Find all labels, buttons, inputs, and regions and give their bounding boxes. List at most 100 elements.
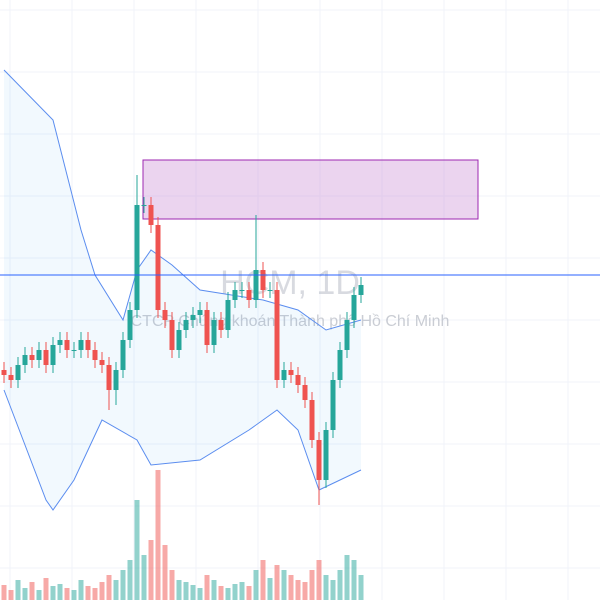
- volume-bar: [260, 560, 266, 600]
- candle-body: [204, 310, 210, 345]
- volume-bar: [309, 570, 315, 600]
- volume-bar: [344, 555, 350, 600]
- candle-body: [120, 340, 126, 370]
- volume-bar: [162, 545, 168, 600]
- volume-bar: [155, 470, 161, 600]
- volume-bar: [281, 570, 287, 600]
- volume-bar: [246, 586, 252, 600]
- candle-body: [113, 370, 119, 390]
- volume-bar: [22, 588, 28, 600]
- candle-body: [225, 300, 231, 330]
- volume-bar: [197, 588, 203, 600]
- band-line: [3, 69, 362, 331]
- band-fill: [4, 70, 361, 510]
- candle-body: [43, 350, 49, 365]
- candle-body: [295, 375, 301, 385]
- volume-bar: [337, 570, 343, 600]
- candle-body: [155, 225, 161, 310]
- candle-body: [106, 365, 112, 390]
- volume-bar: [57, 584, 63, 600]
- candle-body: [71, 350, 77, 351]
- volume-bar: [141, 555, 147, 600]
- volume-bar: [8, 590, 14, 600]
- candle-body: [29, 355, 35, 360]
- candle-body: [127, 310, 133, 340]
- volume-bar: [15, 580, 21, 600]
- volume-bar: [1, 585, 7, 600]
- candle-body: [344, 320, 350, 350]
- candle-body: [85, 340, 91, 350]
- volume-bar: [204, 575, 210, 600]
- candle-body: [358, 285, 364, 295]
- volume-bar: [190, 585, 196, 600]
- band-line: [3, 389, 362, 511]
- volume-bar: [169, 570, 175, 600]
- volume-bar: [43, 578, 49, 600]
- volume-bar: [302, 582, 308, 600]
- volume-bar: [134, 500, 140, 600]
- volume-bar: [288, 575, 294, 600]
- candle-body: [232, 290, 238, 300]
- candle-body: [302, 385, 308, 400]
- candle-body: [148, 205, 154, 225]
- volume-bar: [351, 560, 357, 600]
- volume-bar: [113, 580, 119, 600]
- candle-body: [78, 340, 84, 350]
- candle-body: [22, 355, 28, 365]
- volume-bar: [50, 586, 56, 600]
- volume-bar: [176, 580, 182, 600]
- candle-body: [288, 370, 294, 375]
- highlight-box: [142, 159, 479, 220]
- candle-body: [267, 290, 273, 291]
- candle-body: [99, 360, 105, 365]
- candle-body: [183, 320, 189, 330]
- candle-body: [190, 315, 196, 320]
- candle-body: [176, 330, 182, 350]
- candle-body: [246, 290, 252, 300]
- volume-bar: [183, 582, 189, 600]
- candle-body: [309, 400, 315, 440]
- volume-bar: [330, 580, 336, 600]
- volume-bar: [253, 570, 259, 600]
- candle-body: [141, 205, 147, 206]
- candle-body: [211, 320, 217, 345]
- candle-body: [330, 380, 336, 430]
- volume-bar: [29, 582, 35, 600]
- candle-body: [169, 320, 175, 350]
- candle-body: [323, 430, 329, 480]
- candle-body: [134, 205, 140, 310]
- volume-bar: [239, 582, 245, 600]
- candle-body: [337, 350, 343, 380]
- candle-body: [36, 350, 42, 360]
- volume-bar: [120, 570, 126, 600]
- volume-bar: [232, 584, 238, 600]
- candle-body: [8, 375, 14, 380]
- volume-bar: [274, 565, 280, 600]
- volume-bar: [267, 578, 273, 600]
- candle-body: [239, 290, 245, 291]
- candle-body: [92, 350, 98, 360]
- candle-body: [50, 345, 56, 365]
- candle-body: [15, 365, 21, 380]
- candle-body: [162, 310, 168, 320]
- volume-bar: [316, 560, 322, 600]
- candle-body: [57, 340, 63, 345]
- volume-bar: [218, 586, 224, 600]
- candle-body: [218, 320, 224, 330]
- candle-body: [1, 370, 7, 375]
- volume-bar: [211, 580, 217, 600]
- watermark: HCM, 1D: [220, 264, 360, 302]
- volume-bar: [148, 540, 154, 600]
- volume-bar: [358, 575, 364, 600]
- candle-body: [197, 310, 203, 315]
- plot: [0, 69, 600, 600]
- volume-bar: [71, 590, 77, 600]
- candle-body: [351, 295, 357, 320]
- candle-body: [316, 440, 322, 480]
- candle-body: [64, 340, 70, 350]
- volume-bar: [85, 586, 91, 600]
- volume-bar: [225, 588, 231, 600]
- candle-body: [281, 370, 287, 380]
